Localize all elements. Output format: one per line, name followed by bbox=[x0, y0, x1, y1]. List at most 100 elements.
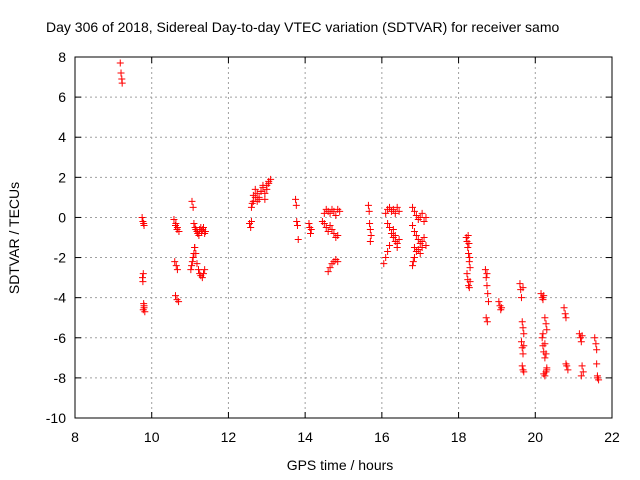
data-point bbox=[324, 268, 332, 276]
data-point bbox=[543, 326, 551, 334]
data-point bbox=[380, 260, 388, 268]
data-point bbox=[138, 213, 146, 221]
data-point bbox=[465, 240, 473, 248]
data-point bbox=[293, 221, 301, 229]
y-tick-label: 8 bbox=[58, 49, 66, 65]
x-tick-label: 22 bbox=[604, 429, 620, 445]
data-point bbox=[171, 292, 179, 300]
y-axis-label: SDTVAR / TECUs bbox=[6, 182, 22, 294]
data-point bbox=[562, 360, 570, 368]
data-point bbox=[172, 262, 180, 270]
data-point bbox=[267, 175, 275, 183]
data-point bbox=[322, 223, 330, 231]
data-point bbox=[382, 209, 390, 217]
data-point bbox=[201, 227, 209, 235]
data-point bbox=[539, 296, 547, 304]
chart-title: Day 306 of 2018, Sidereal Day-to-day VTE… bbox=[46, 19, 559, 35]
data-point bbox=[466, 264, 474, 272]
data-point bbox=[261, 195, 269, 203]
data-point bbox=[593, 374, 601, 382]
data-point bbox=[484, 290, 492, 298]
data-point bbox=[538, 334, 546, 342]
data-point bbox=[188, 258, 196, 266]
data-point bbox=[193, 260, 201, 268]
data-point bbox=[577, 338, 585, 346]
data-point bbox=[422, 242, 430, 250]
data-point bbox=[173, 223, 181, 231]
x-tick-label: 8 bbox=[71, 429, 79, 445]
data-point bbox=[520, 368, 528, 376]
data-point bbox=[199, 270, 207, 278]
data-point bbox=[519, 284, 527, 292]
data-point bbox=[175, 298, 183, 306]
data-point bbox=[364, 201, 372, 209]
data-point bbox=[414, 246, 422, 254]
data-point bbox=[483, 282, 491, 290]
y-tick-labels: -10 -8 -6 -4 -2 0 2 4 6 8 bbox=[46, 49, 66, 426]
data-point bbox=[384, 219, 392, 227]
data-point bbox=[386, 242, 394, 250]
x-tick-label: 14 bbox=[297, 429, 313, 445]
grid-lines bbox=[75, 57, 612, 418]
data-point bbox=[593, 346, 601, 354]
data-point bbox=[591, 334, 599, 342]
data-point bbox=[418, 238, 426, 246]
data-point bbox=[482, 314, 490, 322]
data-point bbox=[386, 223, 394, 231]
data-point bbox=[253, 197, 261, 205]
data-point bbox=[189, 203, 197, 211]
data-point bbox=[578, 362, 586, 370]
data-point bbox=[140, 221, 148, 229]
data-point bbox=[195, 231, 203, 239]
data-point bbox=[483, 270, 491, 278]
data-point bbox=[248, 199, 256, 207]
data-point bbox=[519, 350, 527, 358]
data-points bbox=[116, 59, 603, 384]
data-point bbox=[389, 225, 397, 233]
data-point bbox=[263, 185, 271, 193]
data-point bbox=[465, 250, 473, 258]
data-point bbox=[389, 205, 397, 213]
data-point bbox=[247, 203, 255, 211]
data-point bbox=[418, 244, 426, 252]
y-tick-label: -2 bbox=[54, 250, 67, 266]
x-axis-label: GPS time / hours bbox=[287, 457, 394, 473]
data-point bbox=[253, 189, 261, 197]
data-point bbox=[292, 201, 300, 209]
data-point bbox=[482, 274, 490, 282]
data-point bbox=[543, 364, 551, 372]
data-point bbox=[140, 302, 148, 310]
data-point bbox=[384, 248, 392, 256]
x-tick-label: 12 bbox=[221, 429, 237, 445]
data-point bbox=[198, 274, 206, 282]
data-point bbox=[139, 278, 147, 286]
data-point bbox=[542, 320, 550, 328]
data-point bbox=[466, 254, 474, 262]
data-point bbox=[324, 227, 332, 235]
data-point bbox=[422, 213, 430, 221]
y-tick-label: 4 bbox=[58, 129, 66, 145]
y-tick-label: -4 bbox=[54, 290, 67, 306]
data-point bbox=[393, 244, 401, 252]
x-tick-label: 18 bbox=[451, 429, 467, 445]
data-point bbox=[190, 219, 198, 227]
data-point bbox=[464, 244, 472, 252]
data-point bbox=[561, 310, 569, 318]
data-point bbox=[465, 284, 473, 292]
data-point bbox=[307, 225, 315, 233]
data-point bbox=[420, 217, 428, 225]
y-tick-label: 6 bbox=[58, 89, 66, 105]
data-point bbox=[481, 266, 489, 274]
data-point bbox=[366, 219, 374, 227]
data-point bbox=[116, 59, 124, 67]
data-point bbox=[516, 280, 524, 288]
data-point bbox=[367, 231, 375, 239]
data-point bbox=[171, 258, 179, 266]
data-point bbox=[498, 304, 506, 312]
data-point bbox=[542, 368, 550, 376]
data-point bbox=[170, 215, 178, 223]
data-point bbox=[542, 350, 550, 358]
data-point bbox=[409, 203, 417, 211]
data-point bbox=[519, 324, 527, 332]
